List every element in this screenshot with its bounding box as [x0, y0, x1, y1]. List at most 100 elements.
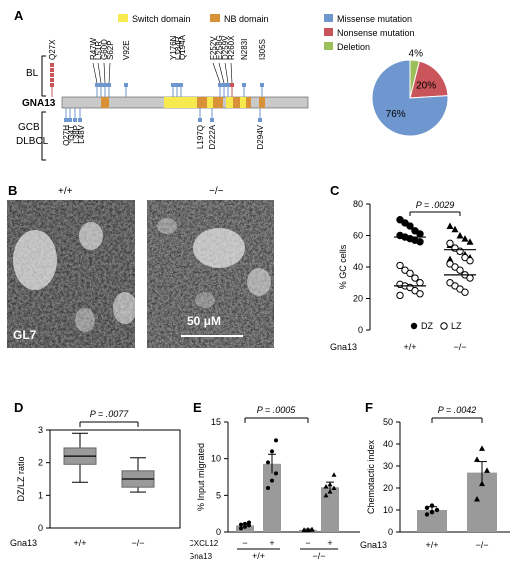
- pie-legend-label: Nonsense mutation: [337, 28, 415, 38]
- pie-legend-label: Deletion: [337, 42, 370, 52]
- nb-domain-3: [213, 97, 223, 108]
- mutation-leader-top: [103, 62, 106, 84]
- data-point: [239, 522, 243, 527]
- pvalue-label: P = .0005: [257, 405, 296, 415]
- y-tick-label: 20: [353, 294, 363, 304]
- gene-label: GNA13: [22, 98, 56, 109]
- mutation-label-top: L51R: [94, 41, 103, 60]
- mutation-leader-top: [108, 62, 111, 84]
- y-tick-label: 0: [358, 325, 363, 335]
- data-point-lz: [466, 257, 474, 265]
- data-point-lz: [456, 247, 464, 255]
- nb-domain-5: [246, 97, 251, 108]
- data-point: [479, 480, 485, 487]
- y-tick-label: 40: [353, 262, 363, 272]
- mutation-label-bottom: D294V: [256, 124, 265, 149]
- data-point-lz: [446, 239, 454, 248]
- mutation-label-top: R47W: [89, 37, 98, 60]
- chart-f-chemotactic: 0 10 20 30 40 50 Chemotactic index P = .0042 Gna…: [360, 405, 510, 550]
- mutation-marker-top: [179, 83, 183, 87]
- data-point: [274, 438, 278, 443]
- mutation-marker-top: [171, 83, 175, 87]
- mutation-label-top: E258G: [215, 35, 224, 60]
- y-tick-label: 0: [216, 527, 221, 537]
- mutation-label-bottom: D222A: [208, 124, 217, 149]
- data-point-dz: [466, 238, 474, 245]
- mutation-marker-bottom: [198, 118, 202, 122]
- gna13-mutation-map: Switch domain NB domain BL GNA13 GCB DLB…: [16, 14, 309, 161]
- panel-letter-e: E: [193, 400, 202, 415]
- pie-legend-swatch: [324, 28, 333, 36]
- mutation-leader-top: [97, 62, 102, 84]
- mutation-label-top: I305S: [258, 39, 267, 60]
- mutation-marker-bottom: [78, 118, 82, 122]
- mutation-marker-bottom: [258, 118, 262, 122]
- pie-legend-label: Missense mutation: [337, 14, 412, 24]
- data-point-lz: [466, 274, 474, 282]
- y-axis-label: DZ/LZ ratio: [16, 456, 26, 501]
- mutation-label-bottom: L38P: [72, 125, 81, 144]
- dlbcl-bracket: [41, 111, 46, 161]
- switch-domain-4: [240, 97, 246, 108]
- ko-genotype-label: −/−: [209, 186, 224, 197]
- y-tick-label: 2: [38, 458, 43, 468]
- pie-slice-label: 4%: [409, 48, 424, 59]
- data-point: [309, 526, 315, 532]
- y-tick-label: 40: [383, 439, 393, 449]
- mutation-marker-top: [124, 83, 128, 87]
- mutation-label-top: R260X: [227, 35, 236, 60]
- switch-domain-swatch: [118, 14, 128, 22]
- nb-domain-4: [233, 97, 240, 108]
- x-row-label: Gna13: [10, 538, 37, 548]
- pvalue-label: P = .0077: [90, 409, 129, 419]
- panel-letter-b: B: [8, 183, 18, 198]
- nb-domain-label: NB domain: [224, 14, 269, 24]
- switch-domain-label: Switch domain: [132, 14, 191, 24]
- data-point: [327, 481, 333, 487]
- data-point: [270, 449, 274, 454]
- mutation-marker-top: [50, 78, 54, 82]
- x-tick-label: +/+: [425, 540, 438, 550]
- mutation-marker-top: [242, 83, 246, 87]
- data-point-lz: [396, 261, 404, 270]
- bar: [417, 510, 447, 532]
- dlbcl-label: DLBCL: [16, 136, 49, 147]
- data-point: [434, 507, 440, 513]
- mutation-label-top: F252V: [209, 36, 218, 60]
- y-tick-label: 5: [216, 490, 221, 500]
- x-tick-label: −/−: [453, 342, 466, 352]
- y-tick-label: 1: [38, 490, 43, 500]
- mutation-marker-top: [230, 83, 234, 87]
- mutation-marker-top: [50, 63, 54, 67]
- y-tick-label: 80: [353, 199, 363, 209]
- row1-label: CXCL12: [190, 539, 219, 548]
- data-point-lz: [411, 274, 419, 282]
- data-point: [424, 512, 430, 517]
- row1-value: +: [327, 538, 332, 548]
- chart-d-dzlz-ratio: 0 1 2 3 DZ/LZ ratio P = .0077 Gna13 +/+ −/−: [10, 409, 181, 548]
- switch-domain-3: [226, 97, 233, 108]
- data-point-dz: [416, 238, 424, 246]
- data-point: [323, 492, 329, 498]
- mutation-marker-bottom: [64, 118, 68, 122]
- mutation-marker-bottom: [210, 118, 214, 122]
- mutation-leader-top: [212, 62, 221, 84]
- data-point: [474, 456, 480, 462]
- y-tick-label: 15: [211, 417, 221, 427]
- pvalue-label: P = .0029: [416, 200, 454, 210]
- data-point: [323, 484, 329, 489]
- ko-micrograph: 50 μM: [147, 200, 274, 348]
- x-tick-label: +/+: [403, 342, 416, 352]
- data-point: [474, 496, 480, 502]
- data-point: [301, 527, 307, 532]
- x-tick-label: −/−: [131, 538, 144, 548]
- mutation-label-bottom: L197Q: [196, 125, 205, 149]
- gcb-label: GCB: [18, 122, 40, 133]
- mutation-label-bottom: L48V: [77, 124, 86, 143]
- switch-domain-2: [207, 97, 213, 108]
- wt-genotype-label: +/+: [58, 186, 73, 197]
- bl-bracket: [41, 55, 46, 97]
- pie-legend-swatch: [324, 42, 333, 50]
- mutation-marker-bottom: [68, 118, 72, 122]
